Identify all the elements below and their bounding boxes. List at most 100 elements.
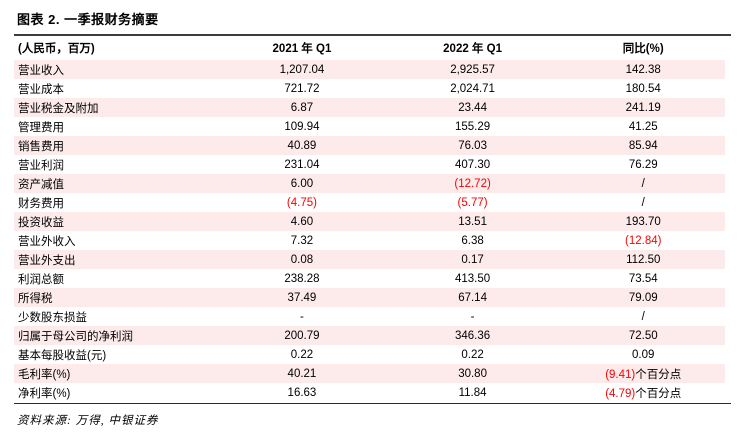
row-value: 13.51	[458, 215, 487, 228]
row-value: 11.84	[458, 386, 487, 399]
table-row: 管理费用 109.94 155.29 41.25	[14, 117, 725, 136]
row-value: (4.75)	[220, 193, 384, 212]
header-2021-q1: 2021 年 Q1	[272, 43, 332, 55]
row-value: 200.79	[284, 329, 320, 342]
row-label: 财务费用	[18, 197, 64, 210]
row-label: 营业收入	[18, 64, 64, 77]
row-value: 41.25	[628, 120, 658, 133]
row-value: 16.63	[287, 386, 317, 399]
header-yoy: 同比(%)	[622, 43, 664, 55]
negative-value: (4.79)	[605, 387, 636, 400]
row-value: 413.50	[454, 272, 491, 285]
negative-value: (12.72)	[454, 177, 491, 190]
table-row: 营业利润 231.04 407.30 76.29	[14, 155, 725, 174]
title-divider	[14, 34, 731, 36]
row-value: 238.28	[284, 272, 320, 285]
row-label: 少数股东损益	[18, 311, 87, 324]
row-value: 6.38	[461, 234, 484, 247]
row-label: 利润总额	[18, 273, 64, 286]
row-value: (12.84)	[561, 231, 725, 250]
row-value: 112.50	[626, 253, 661, 266]
table-row: 资产减值 6.00 (12.72) /	[14, 174, 725, 193]
row-value: 72.50	[628, 329, 658, 342]
row-value: 0.17	[461, 253, 484, 266]
row-value: -	[470, 310, 475, 323]
table-row: 基本每股收益(元) 0.22 0.22 0.09	[14, 345, 725, 364]
row-value: (4.79)个百分点	[605, 387, 682, 400]
source-note: 资料来源: 万得, 中银证券	[17, 415, 159, 427]
header-unit-label: (人民币，百万)	[18, 43, 95, 55]
row-value: 346.36	[454, 329, 491, 342]
table-row: 净利率(%) 16.63 11.84 (4.79)个百分点	[14, 383, 725, 402]
table-row: 销售费用 40.89 76.03 85.94	[14, 136, 725, 155]
row-label: 毛利率(%)	[18, 368, 71, 381]
row-value: /	[641, 196, 645, 209]
row-value: /	[641, 177, 645, 190]
table-bottom-divider	[14, 403, 731, 404]
row-value: (5.77)	[384, 193, 562, 212]
row-value: 79.09	[628, 291, 658, 304]
row-value: 4.60	[290, 215, 314, 228]
row-label: 营业利润	[18, 159, 64, 172]
row-value: 241.19	[625, 101, 661, 114]
table-row: 营业成本 721.72 2,024.71 180.54	[14, 79, 725, 98]
row-value: 142.38	[625, 63, 661, 76]
row-value: (9.41)个百分点	[605, 368, 682, 381]
table-row: 投资收益 4.60 13.51 193.70	[14, 212, 725, 231]
negative-value: (5.77)	[457, 196, 488, 209]
negative-value: (9.41)	[605, 368, 636, 381]
table-row: 营业外支出 0.08 0.17 112.50	[14, 250, 725, 269]
row-value: /	[641, 310, 645, 323]
row-label: 营业成本	[18, 83, 64, 96]
table-row: 少数股东损益 - - /	[14, 307, 725, 326]
row-value: 193.70	[625, 215, 661, 228]
row-label: 所得税	[18, 292, 53, 305]
row-label: 基本每股收益(元)	[18, 349, 107, 362]
row-value: 0.22	[461, 348, 484, 361]
negative-value: (12.84)	[625, 234, 662, 247]
row-value: -	[300, 310, 304, 323]
row-value: 40.89	[287, 139, 317, 152]
row-value: (12.72)	[384, 174, 562, 193]
row-value: 67.14	[458, 291, 487, 304]
header-2022-q1: 2022 年 Q1	[443, 43, 502, 55]
table-row: 营业收入 1,207.04 2,925.57 142.38	[14, 60, 725, 79]
row-value: 109.94	[284, 120, 320, 133]
table-row: 所得税 37.49 67.14 79.09	[14, 288, 725, 307]
row-value: 85.94	[628, 139, 658, 152]
row-value: 2,024.71	[450, 82, 495, 95]
financial-summary-table: (人民币，百万) 2021 年 Q1 2022 年 Q1 同比(%) 营业收入 1…	[14, 36, 725, 402]
figure-title: 图表 2. 一季报财务摘要	[17, 12, 159, 27]
row-value: 721.72	[284, 82, 320, 95]
row-value: 6.00	[290, 177, 314, 190]
row-label: 营业外收入	[18, 235, 76, 248]
row-value: 76.03	[458, 139, 487, 152]
table-row: 归属于母公司的净利润 200.79 346.36 72.50	[14, 326, 725, 345]
row-value: 1,207.04	[279, 63, 325, 76]
table-row: 营业外收入 7.32 6.38 (12.84)	[14, 231, 725, 250]
row-value: 180.54	[625, 82, 661, 95]
negative-value: (4.75)	[286, 196, 317, 209]
table-row: 财务费用 (4.75) (5.77) /	[14, 193, 725, 212]
row-value: 30.80	[458, 367, 487, 380]
row-value: 407.30	[454, 158, 491, 171]
row-label: 资产减值	[18, 178, 64, 191]
row-label: 投资收益	[18, 216, 64, 229]
row-value: 6.87	[290, 101, 314, 114]
row-value: 0.09	[632, 348, 655, 361]
table-body: 营业收入 1,207.04 2,925.57 142.38 营业成本 721.72 2,02…	[14, 60, 725, 402]
row-value: 2,925.57	[450, 63, 495, 76]
row-value: 231.04	[284, 158, 320, 171]
header-row: (人民币，百万) 2021 年 Q1 2022 年 Q1 同比(%)	[14, 36, 725, 60]
row-value: 0.22	[290, 348, 314, 361]
row-value: 7.32	[290, 234, 314, 247]
table-row: 利润总额 238.28 413.50 73.54	[14, 269, 725, 288]
row-value: 37.49	[287, 291, 317, 304]
row-value: 40.21	[287, 367, 317, 380]
row-value: 76.29	[628, 158, 658, 171]
row-value: 0.08	[290, 253, 314, 266]
row-label: 净利率(%)	[18, 387, 71, 400]
table-header: (人民币，百万) 2021 年 Q1 2022 年 Q1 同比(%)	[14, 36, 725, 60]
row-label: 销售费用	[18, 140, 64, 153]
